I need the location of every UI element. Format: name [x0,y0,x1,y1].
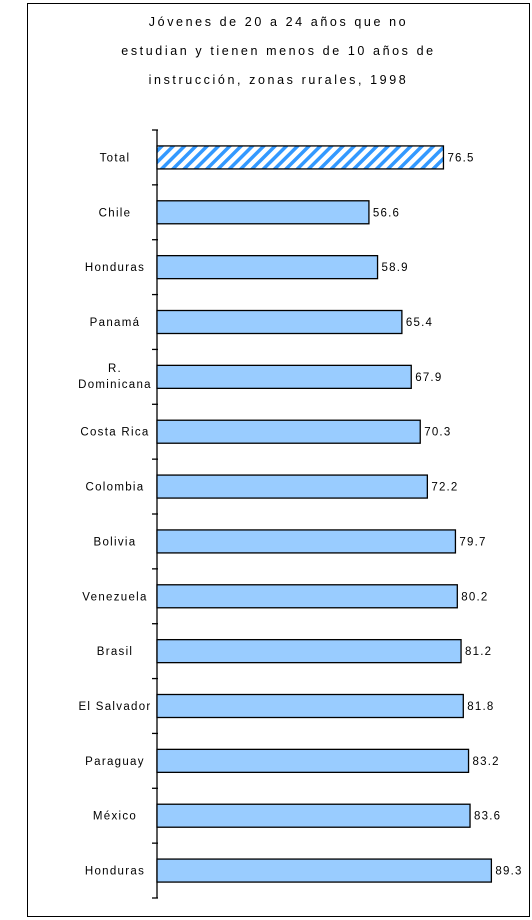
data-label: 56.6 [373,207,400,219]
category-label: R. Dominicana [78,363,152,391]
bar [156,693,464,719]
category-label: Chile [99,207,132,219]
bar [156,200,370,225]
bar [156,474,428,499]
data-label: 79.7 [459,536,486,548]
category-label: Total [100,152,131,164]
bar [156,145,445,170]
bar [156,364,412,390]
bar [156,254,379,280]
category-label-line: R. [108,363,122,375]
bar [156,584,458,609]
category-label: El Salvador [78,701,151,713]
data-label: 81.8 [467,701,494,713]
bar [156,638,462,664]
category-label: Costa Rica [80,427,149,439]
bar [156,803,471,828]
data-label: 81.2 [465,646,492,658]
data-label: 83.6 [474,811,501,823]
data-label: 72.2 [431,482,458,494]
category-label: Honduras [85,866,145,878]
chart-title: Jóvenes de 20 a 24 años que no estudian … [27,8,530,95]
category-label: Brasil [97,646,134,658]
bar [156,529,457,554]
chart-title-line: estudian y tienen menos de 10 años de [121,44,436,58]
data-label: 76.5 [447,152,474,164]
category-label-line: Dominicana [78,379,152,391]
bar [156,748,470,774]
category-label: México [93,811,137,823]
bar [156,309,403,335]
category-label: Panamá [90,317,141,329]
category-label: Venezuela [82,591,147,603]
data-label: 65.4 [406,317,433,329]
category-label: Honduras [85,262,145,274]
data-label: 70.3 [424,427,451,439]
data-label: 80.2 [461,591,488,603]
chart-frame [27,3,530,917]
chart-title-line: instrucción, zonas rurales, 1998 [148,73,409,87]
category-label: Colombia [86,482,145,494]
category-label: Paraguay [85,756,145,768]
data-label: 58.9 [382,262,409,274]
data-label: 89.3 [495,866,522,878]
data-label: 67.9 [415,372,442,384]
chart-title-line: Jóvenes de 20 a 24 años que no [148,15,409,29]
bar [156,419,421,444]
category-label: Bolivia [94,536,137,548]
data-label: 83.2 [473,756,500,768]
bar [156,858,493,883]
